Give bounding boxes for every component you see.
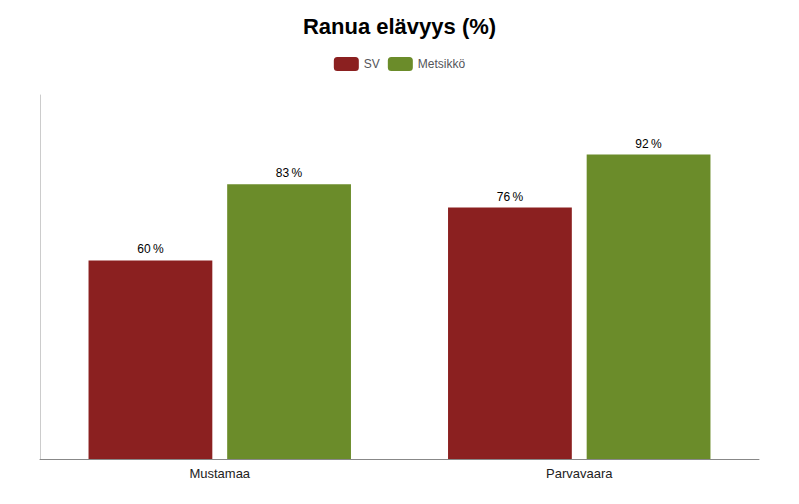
svg-text:SV: SV (364, 57, 380, 71)
svg-text:Mustamaa: Mustamaa (189, 466, 250, 481)
svg-text:Ranua elävyys (%): Ranua elävyys (%) (303, 14, 496, 39)
svg-text:92 %: 92 % (635, 137, 662, 151)
svg-text:Metsikkö: Metsikkö (418, 57, 466, 71)
svg-text:Parvavaara: Parvavaara (546, 466, 613, 481)
svg-text:83 %: 83 % (276, 166, 303, 180)
svg-text:60 %: 60 % (137, 242, 164, 256)
svg-text:76 %: 76 % (497, 190, 524, 204)
